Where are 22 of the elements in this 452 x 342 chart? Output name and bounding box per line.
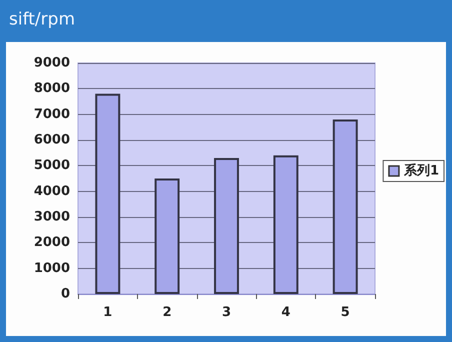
bar	[332, 119, 358, 294]
y-tick-label: 8000	[34, 81, 70, 96]
x-tick-label: 4	[281, 305, 290, 320]
chart-title: sift/rpm	[9, 10, 75, 30]
bar	[273, 155, 298, 294]
y-tick-label: 7000	[34, 106, 70, 122]
y-tick-label: 4000	[34, 184, 70, 199]
bar	[214, 158, 239, 294]
x-tick-label: 5	[340, 305, 350, 320]
x-tick-label: 3	[222, 305, 232, 320]
y-tick-label: 9000	[34, 56, 70, 70]
y-tick-label: 2000	[34, 235, 70, 250]
x-tick-label: 2	[162, 305, 172, 320]
y-tick-label: 6000	[34, 132, 70, 148]
bar	[95, 94, 120, 294]
y-tick-label: 1000	[34, 260, 70, 276]
x-tick-label: 1	[103, 305, 112, 320]
legend-label: 系列1	[402, 162, 439, 178]
y-tick-label: 5000	[34, 158, 70, 174]
bar	[154, 178, 180, 294]
y-tick-label: 0	[60, 286, 70, 302]
y-tick-label: 3000	[34, 210, 70, 224]
